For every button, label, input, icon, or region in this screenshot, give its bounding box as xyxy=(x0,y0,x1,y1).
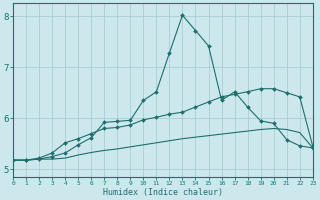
X-axis label: Humidex (Indice chaleur): Humidex (Indice chaleur) xyxy=(103,188,223,197)
